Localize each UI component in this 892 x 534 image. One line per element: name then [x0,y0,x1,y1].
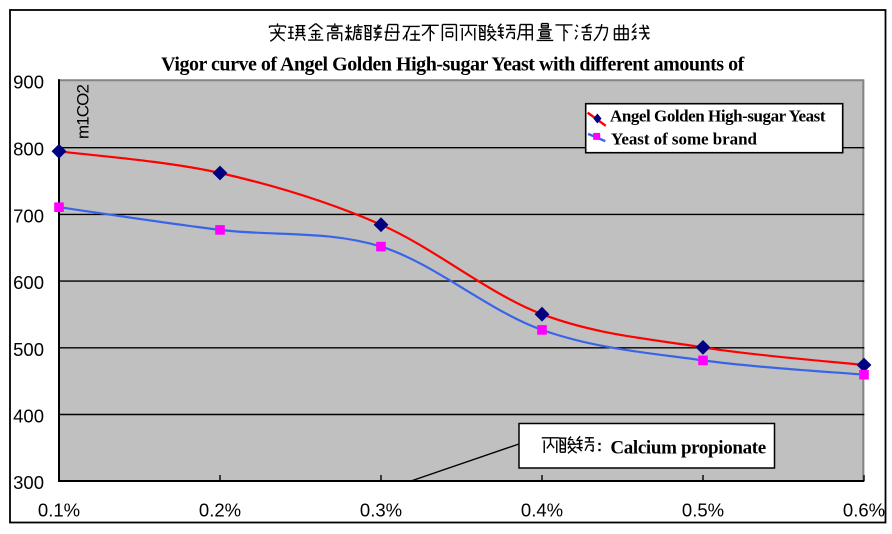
svg-text:0.4%: 0.4% [521,500,563,521]
svg-text:300: 300 [13,472,44,493]
svg-text:800: 800 [13,139,44,160]
svg-text:700: 700 [13,205,44,226]
svg-text:Vigor curve of Angel Golden Hi: Vigor curve of Angel Golden High-sugar Y… [161,54,745,76]
svg-text:0.3%: 0.3% [360,500,402,521]
svg-text:m1CO2: m1CO2 [74,85,93,140]
svg-text:Angel Golden High-sugar Yeast: Angel Golden High-sugar Yeast [610,107,826,126]
svg-text:0.5%: 0.5% [682,500,724,521]
svg-text:Yeast of some brand: Yeast of some brand [611,130,758,149]
svg-text:900: 900 [13,71,44,92]
svg-text:0.6%: 0.6% [843,500,885,521]
svg-text:0.1%: 0.1% [38,500,80,521]
svg-text:Calcium propionate: Calcium propionate [610,438,765,459]
svg-text:500: 500 [13,339,44,360]
svg-text:0.2%: 0.2% [199,500,241,521]
svg-text:600: 600 [13,272,44,293]
svg-text:400: 400 [13,406,44,427]
